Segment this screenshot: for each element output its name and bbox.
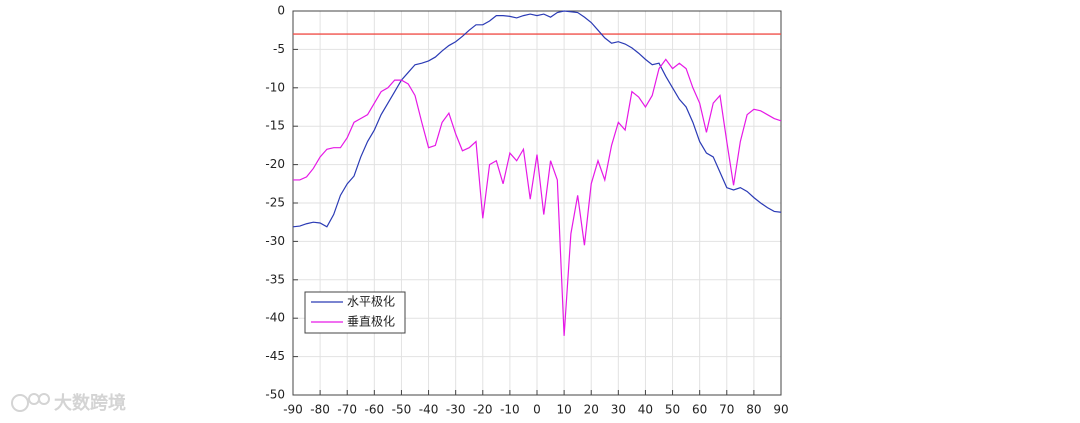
x-tick-label: 70 <box>719 403 734 417</box>
y-tick-label: -15 <box>265 119 285 133</box>
watermark-icon <box>11 394 29 412</box>
y-tick-label: -5 <box>273 42 285 56</box>
x-tick-label: -50 <box>392 403 412 417</box>
x-tick-label: 40 <box>638 403 653 417</box>
x-tick-label: 60 <box>692 403 707 417</box>
plot-frame <box>292 10 782 396</box>
x-tick-label: 10 <box>556 403 571 417</box>
y-tick-label: 0 <box>277 4 285 18</box>
series-line <box>292 10 782 228</box>
watermark-text: 大数跨境 <box>54 392 126 414</box>
y-tick-label: -10 <box>265 80 285 94</box>
watermark-icon <box>38 393 50 405</box>
x-tick-label: -70 <box>337 403 357 417</box>
x-tick-label: -90 <box>283 403 303 417</box>
x-tick-label: 0 <box>533 403 541 417</box>
x-tick-label: 50 <box>665 403 680 417</box>
legend-label: 水平极化 <box>347 295 395 309</box>
y-tick-label: -30 <box>265 234 285 248</box>
x-tick-label: -60 <box>365 403 385 417</box>
x-tick-label: -40 <box>419 403 439 417</box>
y-tick-label: -35 <box>265 272 285 286</box>
x-tick-label: 20 <box>584 403 599 417</box>
y-tick-label: -50 <box>265 388 285 402</box>
y-tick-label: -45 <box>265 349 285 363</box>
watermark-icon <box>28 393 40 405</box>
x-tick-label: -30 <box>446 403 466 417</box>
series-line <box>293 58 782 336</box>
y-tick-label: -25 <box>265 196 285 210</box>
y-tick-label: -20 <box>265 157 285 171</box>
x-tick-label: -20 <box>473 403 493 417</box>
x-tick-label: 80 <box>746 403 761 417</box>
x-tick-label: 30 <box>611 403 626 417</box>
x-tick-label: -80 <box>310 403 330 417</box>
legend-box <box>304 291 406 334</box>
y-tick-label: -40 <box>265 311 285 325</box>
x-tick-label: 90 <box>773 403 788 417</box>
legend-label: 垂直极化 <box>347 315 395 329</box>
x-tick-label: -10 <box>500 403 520 417</box>
watermark: 大数跨境 <box>11 392 126 414</box>
